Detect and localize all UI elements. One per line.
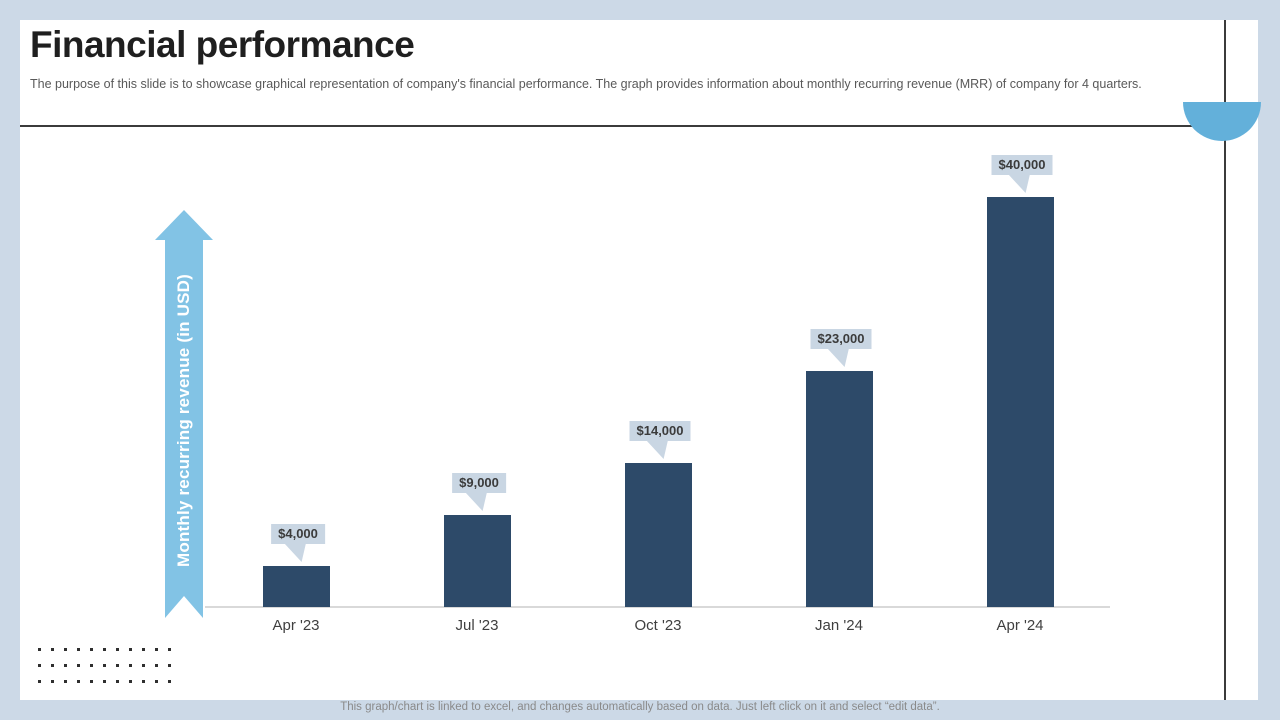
footer-note: This graph/chart is linked to excel, and… <box>340 701 940 713</box>
dot <box>155 664 158 667</box>
data-label: $40,000 <box>991 155 1053 175</box>
dot <box>38 664 41 667</box>
page-title: Financial performance <box>30 24 415 65</box>
bar[interactable] <box>805 371 873 607</box>
data-label-pointer <box>284 543 306 562</box>
mrr-bar-chart[interactable]: Monthly recurring revenue (in USD) $4,00… <box>20 20 1258 700</box>
dot <box>90 664 93 667</box>
dot <box>77 648 80 651</box>
data-label-pointer <box>465 492 487 511</box>
dot <box>51 664 54 667</box>
dot <box>116 680 119 683</box>
dot <box>129 648 132 651</box>
dot <box>168 680 171 683</box>
dots-pattern <box>38 648 174 686</box>
dot <box>77 680 80 683</box>
bar[interactable] <box>262 566 330 607</box>
y-axis-title: Monthly recurring revenue (in USD) <box>174 273 193 567</box>
dot <box>38 648 41 651</box>
data-label-pointer <box>827 348 849 367</box>
right-vertical-line <box>1224 20 1226 700</box>
dot <box>116 664 119 667</box>
dot <box>103 680 106 683</box>
dot <box>129 680 132 683</box>
y-axis-arrow <box>155 210 213 618</box>
data-label: $14,000 <box>629 421 691 441</box>
bar[interactable] <box>443 515 511 607</box>
bar[interactable] <box>986 197 1054 607</box>
data-label: $23,000 <box>810 329 872 349</box>
dot <box>142 664 145 667</box>
dot <box>129 664 132 667</box>
dot <box>51 680 54 683</box>
dot <box>155 680 158 683</box>
dot <box>155 648 158 651</box>
dot <box>51 648 54 651</box>
dot <box>77 664 80 667</box>
dot <box>168 648 171 651</box>
dot <box>103 648 106 651</box>
header-divider-line <box>20 125 1205 127</box>
dot <box>64 664 67 667</box>
dot <box>64 648 67 651</box>
data-label: $9,000 <box>452 473 506 493</box>
dot <box>116 648 119 651</box>
x-axis-label: Jan '24 <box>815 617 863 634</box>
x-axis-label: Jul '23 <box>455 617 499 634</box>
x-axis-label: Apr '24 <box>996 617 1044 634</box>
x-axis-label: Oct '23 <box>634 617 682 634</box>
data-label: $4,000 <box>271 524 325 544</box>
bar[interactable] <box>624 463 692 607</box>
data-label-pointer <box>646 440 668 459</box>
dot <box>103 664 106 667</box>
dot <box>64 680 67 683</box>
slide-subtitle: The purpose of this slide is to showcase… <box>30 77 1142 91</box>
dot <box>168 664 171 667</box>
x-axis-label: Apr '23 <box>272 617 320 634</box>
dot <box>38 680 41 683</box>
dot <box>90 648 93 651</box>
dot <box>90 680 93 683</box>
dot <box>142 680 145 683</box>
data-label-pointer <box>1008 174 1030 193</box>
dot <box>142 648 145 651</box>
slide: Financial performance The purpose of thi… <box>20 20 1261 700</box>
